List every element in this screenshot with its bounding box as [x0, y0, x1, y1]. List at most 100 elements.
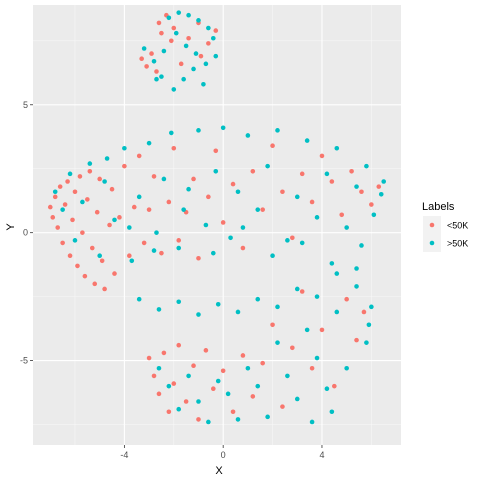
- data-point: [127, 225, 132, 230]
- data-point: [213, 53, 219, 59]
- data-point: [173, 30, 179, 36]
- minor-gridlines: [33, 5, 401, 445]
- data-point: [324, 171, 330, 177]
- data-point: [176, 342, 182, 348]
- data-point: [136, 194, 142, 200]
- data-point: [364, 163, 369, 169]
- data-point: [191, 66, 196, 72]
- data-point: [314, 355, 320, 361]
- data-point: [156, 391, 162, 397]
- data-point: [70, 217, 75, 223]
- data-point: [299, 171, 305, 177]
- data-point: [102, 179, 107, 184]
- data-point: [171, 87, 177, 92]
- data-point: [314, 215, 320, 220]
- data-point: [99, 258, 105, 264]
- data-point: [203, 61, 209, 67]
- data-point: [294, 396, 300, 402]
- data-point: [146, 355, 152, 361]
- data-point: [161, 176, 167, 182]
- data-point: [270, 253, 275, 258]
- data-point: [67, 171, 73, 177]
- data-point: [169, 130, 174, 136]
- y-tick-label: 5: [23, 100, 28, 110]
- data-point: [151, 174, 157, 179]
- plot-panel: [33, 5, 401, 445]
- data-point: [166, 15, 172, 21]
- data-point: [381, 179, 387, 184]
- data-point: [52, 189, 58, 195]
- data-point: [270, 143, 275, 148]
- y-tick-label: 0: [23, 228, 28, 238]
- data-point: [178, 61, 184, 67]
- points-layer: [47, 10, 387, 425]
- data-point: [112, 271, 117, 276]
- data-point: [183, 43, 189, 49]
- data-point: [196, 399, 201, 404]
- legend-key-above-50k: [429, 240, 435, 246]
- data-point: [122, 145, 127, 151]
- data-point: [255, 296, 261, 302]
- data-point: [181, 76, 186, 82]
- data-point: [109, 186, 115, 192]
- data-point: [161, 350, 167, 356]
- data-point: [151, 248, 157, 253]
- data-point: [304, 327, 310, 333]
- data-point: [329, 179, 335, 184]
- data-point: [250, 168, 256, 174]
- data-point: [146, 207, 152, 212]
- data-point: [213, 148, 219, 154]
- data-point: [285, 238, 290, 243]
- data-point: [122, 163, 127, 169]
- data-point: [176, 10, 182, 15]
- data-point: [309, 199, 315, 205]
- legend-title: Labels: [422, 201, 455, 213]
- data-point: [240, 225, 246, 230]
- data-point: [146, 140, 152, 146]
- data-point: [275, 304, 280, 310]
- y-axis: -5 0 5: [20, 100, 33, 366]
- data-point: [304, 138, 310, 143]
- data-point: [354, 184, 359, 189]
- data-point: [176, 406, 182, 412]
- data-point: [112, 217, 117, 223]
- data-point: [149, 51, 154, 56]
- data-point: [107, 222, 112, 228]
- data-point: [260, 360, 265, 366]
- data-point: [235, 417, 241, 422]
- data-point: [183, 399, 189, 404]
- data-point: [156, 307, 162, 312]
- data-point: [240, 353, 246, 358]
- data-point: [354, 337, 359, 343]
- data-point: [361, 309, 367, 315]
- data-point: [136, 296, 142, 302]
- data-point: [329, 409, 335, 415]
- data-point: [260, 207, 265, 212]
- data-point: [215, 378, 221, 384]
- data-point: [270, 322, 275, 328]
- data-point: [151, 58, 157, 64]
- data-point: [354, 284, 359, 289]
- data-point: [215, 302, 221, 307]
- data-point: [186, 373, 191, 379]
- data-point: [280, 189, 285, 195]
- data-point: [154, 76, 159, 82]
- data-point: [176, 299, 182, 305]
- data-point: [280, 404, 285, 409]
- data-point: [354, 266, 359, 271]
- x-axis-title: X: [215, 465, 223, 477]
- data-point: [57, 184, 63, 189]
- data-point: [186, 186, 191, 192]
- data-point: [225, 391, 231, 397]
- data-point: [378, 192, 384, 197]
- data-point: [141, 46, 147, 51]
- data-point: [309, 419, 315, 425]
- data-point: [211, 250, 216, 256]
- data-point: [245, 133, 251, 138]
- data-point: [159, 30, 164, 36]
- data-point: [359, 243, 364, 248]
- data-point: [319, 327, 325, 333]
- data-point: [186, 35, 191, 41]
- data-point: [332, 383, 337, 389]
